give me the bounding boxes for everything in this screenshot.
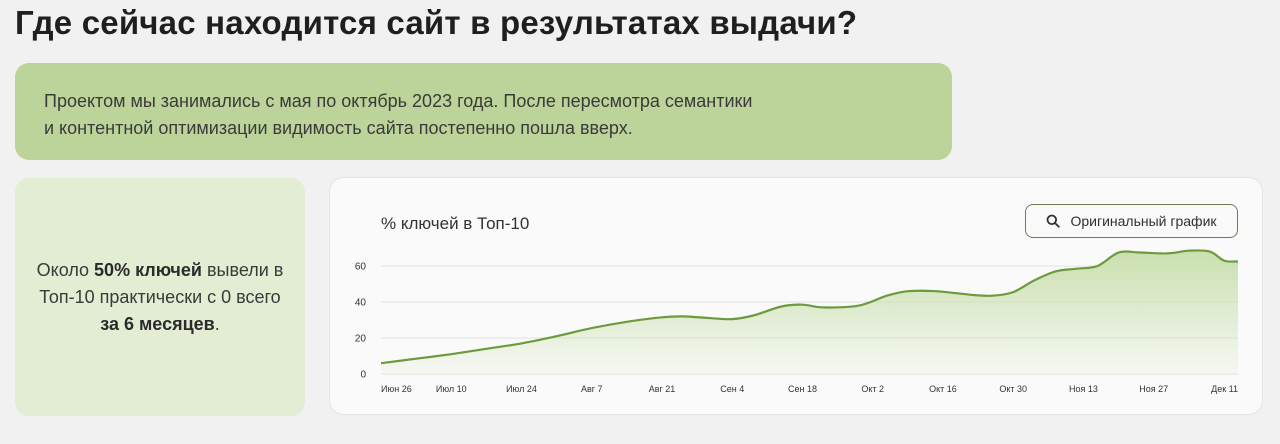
x-tick-label: Дек 11 — [1211, 384, 1238, 394]
x-tick-label: Июл 24 — [506, 384, 537, 394]
stat-text-part-1: Около — [36, 259, 95, 280]
search-icon — [1046, 214, 1061, 228]
original-chart-button-label: Оригинальный график — [1070, 213, 1217, 229]
x-tick-label: Окт 2 — [861, 384, 884, 394]
x-tick-label: Ноя 27 — [1139, 384, 1168, 394]
intro-text: Проектом мы занимались с мая по октябрь … — [44, 88, 922, 142]
y-tick-label: 20 — [355, 334, 367, 345]
chart-title: % ключей в Топ-10 — [381, 214, 530, 233]
x-tick-label: Ноя 13 — [1069, 384, 1098, 394]
intro-line-1: Проектом мы занимались с мая по октябрь … — [44, 91, 753, 111]
series-area — [381, 250, 1238, 374]
page-title: Где сейчас находится сайт в результатах … — [15, 4, 858, 41]
y-tick-label: 60 — [355, 262, 367, 273]
x-tick-label: Авг 21 — [649, 384, 676, 394]
x-tick-label: Июн 26 — [381, 384, 412, 394]
stat-text-part-3: . — [214, 313, 220, 334]
intro-card: Проектом мы занимались с мая по октябрь … — [15, 63, 952, 160]
y-tick-label: 0 — [360, 370, 366, 381]
x-tick-label: Июл 10 — [436, 384, 467, 394]
x-tick-label: Сен 18 — [788, 384, 817, 394]
intro-line-2: и контентной оптимизации видимость сайта… — [44, 118, 633, 138]
x-tick-label: Окт 16 — [929, 384, 957, 394]
stat-card: Около 50% ключей вывели в Топ-10 практич… — [15, 178, 305, 416]
chart-card: % ключей в Топ-10 Оригинальный график 0 2… — [330, 178, 1262, 414]
x-tick-label: Авг 7 — [581, 384, 603, 394]
chart-plot: 0 20 40 60 Июн 26 Июл 10 Июл 24 Авг 7 Авг 21 Сен … — [355, 249, 1239, 394]
stat-text-part-2: вывели в Топ-10 практически с 0 всего — [39, 259, 284, 307]
x-tick-label: Сен 4 — [720, 384, 744, 394]
stat-highlight-period: за 6 месяцев — [100, 313, 215, 334]
series-line — [380, 249, 1239, 365]
stat-text: Около 50% ключей вывели в Топ-10 практич… — [35, 257, 285, 338]
original-chart-button[interactable]: Оригинальный график — [1025, 204, 1238, 238]
y-tick-label: 40 — [355, 298, 367, 309]
x-tick-label: Окт 30 — [999, 384, 1027, 394]
stat-highlight-percent: 50% ключей — [94, 259, 202, 280]
